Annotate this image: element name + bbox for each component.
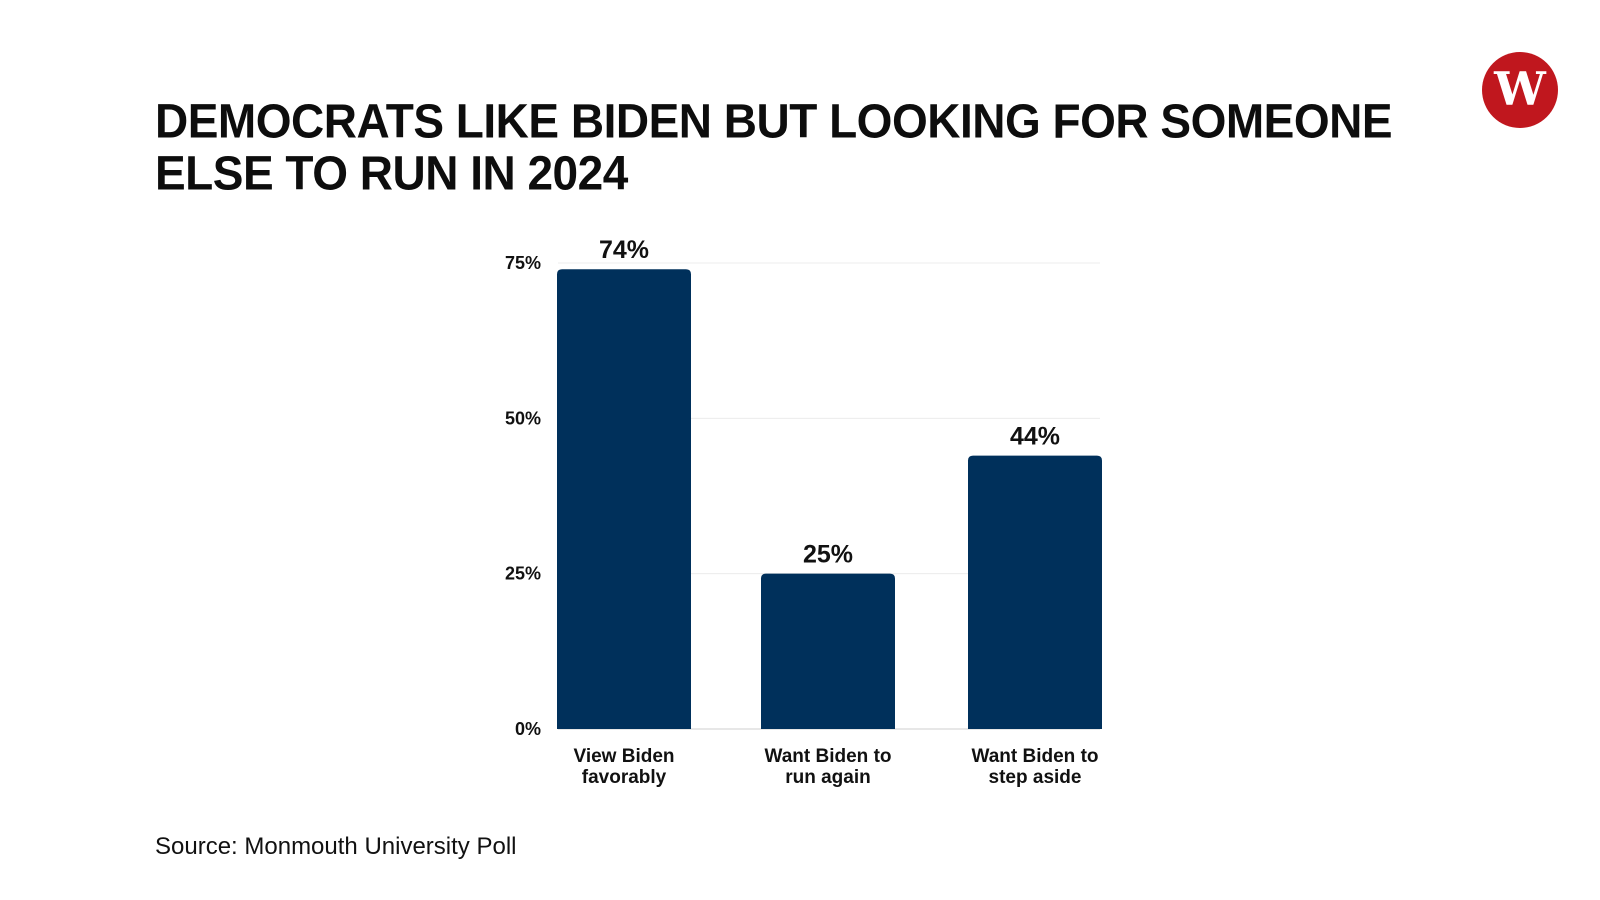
chart-title: DEMOCRATS LIKE BIDEN BUT LOOKING FOR SOM…	[155, 93, 1393, 201]
category-label-1-line-2: favorably	[582, 767, 667, 788]
category-label-3-line-2: step aside	[989, 767, 1082, 788]
category-label-2-line-1: Want Biden to	[765, 746, 892, 767]
category-label-3-line-1: Want Biden to	[972, 746, 1099, 767]
brand-logo: W	[1482, 52, 1558, 128]
category-label-2-line-2: run again	[785, 767, 871, 788]
bar-2	[761, 573, 895, 729]
value-label-2: 25%	[803, 541, 853, 569]
bar-1	[557, 269, 691, 729]
category-label-1-line-1: View Biden	[573, 746, 674, 767]
y-axis-ticks: 0% 25% 50% 75%	[505, 253, 541, 739]
bar-3	[968, 455, 1102, 729]
value-label-1: 74%	[599, 236, 649, 264]
y-tick-label: 0%	[515, 719, 541, 739]
y-tick-label: 50%	[505, 408, 541, 428]
source-note: Source: Monmouth University Poll	[155, 833, 517, 860]
value-labels: 74% 25% 44%	[599, 236, 1060, 568]
logo-letter: W	[1494, 62, 1546, 116]
bars	[557, 269, 1102, 729]
value-label-3: 44%	[1010, 423, 1060, 451]
y-tick-label: 25%	[505, 564, 541, 584]
y-tick-label: 75%	[505, 253, 541, 273]
